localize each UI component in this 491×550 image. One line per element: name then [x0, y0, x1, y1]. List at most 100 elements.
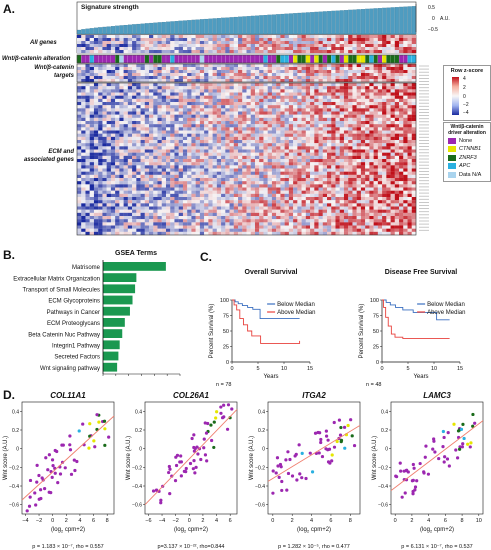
scatter-point	[93, 445, 97, 449]
scatter-point	[81, 422, 85, 426]
scatter-point	[399, 469, 403, 473]
scatter-point	[173, 479, 178, 483]
scatter-point	[293, 454, 297, 458]
scatter-point	[212, 445, 216, 450]
scatter-point	[339, 438, 344, 442]
scatter-point	[335, 439, 339, 444]
scatter-point	[286, 450, 290, 454]
scatter-point	[107, 435, 111, 439]
scatter-point	[424, 444, 428, 448]
scatter-point	[68, 443, 72, 447]
scatter-point	[319, 437, 323, 442]
scatter-point	[458, 447, 462, 451]
targets-heatmap	[77, 64, 417, 83]
scatter-point	[35, 463, 39, 467]
scatter-point	[193, 471, 197, 475]
km-ytick: 25	[223, 345, 229, 351]
km-xtick: 0	[380, 366, 383, 372]
scatter-point	[447, 464, 451, 468]
scatter-ytick: −0.4	[9, 484, 19, 490]
scatter-point	[60, 460, 65, 464]
scatter-charts: COL11A1 0.4 0.2 0 −0.2 −0.4 −0.6 −4 −2 0 2 4 6 8 Wnt s…	[3, 391, 484, 550]
scatter-point	[471, 424, 475, 428]
scatter-ylabel: Wnt score (A.U.)	[3, 436, 9, 480]
scatter-point	[47, 453, 51, 457]
scatter-point	[46, 468, 50, 472]
scatter-point	[203, 453, 208, 457]
gene-name-column	[419, 65, 429, 231]
scatter-point	[445, 457, 450, 461]
scatter-point	[174, 455, 178, 459]
km-xtick: 10	[281, 366, 287, 372]
signature-bars	[77, 6, 416, 35]
scatter-point	[271, 491, 275, 495]
scatter-point	[326, 438, 330, 442]
scatter-point	[278, 462, 283, 467]
driver-legend-item: APC	[448, 163, 470, 170]
km-ytick: 50	[373, 329, 379, 335]
scatter-point	[43, 487, 47, 491]
km-legend-label: Below Median	[277, 302, 315, 308]
gsea-title: GSEA Terms	[115, 250, 158, 257]
scatter-point	[458, 445, 462, 449]
scatter-point	[326, 460, 331, 464]
scatter-xtick: 8	[349, 518, 352, 524]
scatter-point	[195, 445, 199, 449]
scatter-point	[426, 472, 431, 476]
scatter-xlabel: (log2 cpm+2)	[297, 527, 331, 534]
km-xtick: 15	[457, 366, 463, 372]
scatter-title: ITGA2	[302, 391, 326, 400]
scatter-ytick: 0	[16, 447, 19, 453]
scatter-title: COL26A1	[173, 391, 210, 400]
driver-legend-label: APC	[459, 163, 471, 169]
scatter-point	[87, 446, 91, 450]
scatter-xtick: −2	[173, 518, 179, 524]
gsea-bar	[103, 262, 166, 271]
scatter-ytick: −0.2	[255, 465, 265, 471]
axis-tick-top: 0.5	[428, 5, 435, 11]
scatter-point	[343, 446, 347, 450]
scatter-point	[50, 458, 55, 462]
scatter-point	[275, 456, 280, 460]
scatter-point	[179, 454, 183, 458]
scatter-point	[68, 434, 72, 438]
scatter-stats: p = 6.131 × 10⁻⁷, rho = 0.537	[401, 543, 472, 550]
scatter-ytick: −0.6	[378, 503, 388, 509]
scatter-point	[28, 495, 32, 499]
gsea-bar	[103, 340, 120, 350]
scatter-point	[159, 501, 163, 505]
scatter-title: COL11A1	[50, 391, 86, 400]
scatter-point	[398, 461, 402, 465]
scatter-xtick: 0	[394, 518, 397, 524]
km-ytick: 75	[373, 314, 379, 320]
gsea-category-label: ECM Glycoproteins	[48, 299, 100, 305]
driver-legend-label: CTNNB1	[459, 146, 482, 152]
scatter-point	[441, 429, 445, 434]
scatter-xtick: 6	[329, 518, 332, 524]
km-title: Overall Survival	[245, 269, 298, 276]
scatter-point	[49, 491, 53, 495]
scatter-point	[280, 488, 284, 493]
km-xtick: 0	[230, 366, 233, 372]
scatter-point	[202, 437, 206, 441]
scatter-point	[212, 420, 216, 424]
scatter-stats: p=3.137 × 10⁻²², rho=0.844	[158, 544, 225, 550]
scatter-point	[295, 478, 299, 482]
scatter-point	[318, 431, 322, 435]
scatter-xtick: 4	[78, 518, 81, 524]
scatter-point	[215, 410, 219, 414]
scatter-ytick: 0.2	[258, 428, 265, 434]
scatter-point	[446, 431, 450, 435]
all-genes-heatmap	[77, 35, 417, 54]
driver-legend-swatch	[448, 163, 456, 169]
scatter-point	[460, 445, 464, 449]
scatter-point	[151, 489, 156, 493]
scatter-point	[75, 459, 79, 464]
km-ytick: 100	[370, 298, 379, 304]
scatter-point	[167, 470, 171, 475]
km-legend-label: Above Median	[277, 310, 315, 316]
scatter-point	[63, 466, 67, 470]
scatter-point	[413, 485, 418, 489]
scatter-point	[442, 460, 446, 464]
km-xtick: 5	[406, 366, 409, 372]
